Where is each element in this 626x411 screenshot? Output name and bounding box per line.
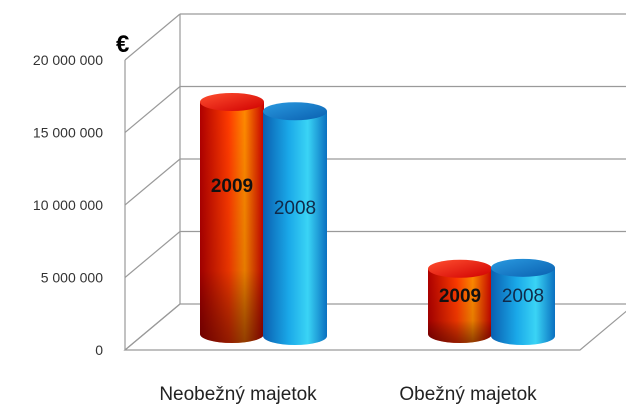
bar-label: 2008 bbox=[502, 286, 544, 307]
bar-shade bbox=[428, 268, 492, 343]
x-category-label: Obežný majetok bbox=[399, 384, 537, 405]
bar-2009-1: 2009 bbox=[428, 259, 492, 343]
bars: 2009 2008 2009 2008 bbox=[200, 93, 555, 345]
unit-label: € bbox=[116, 31, 129, 58]
gridline bbox=[124, 303, 181, 351]
bar-body bbox=[491, 267, 555, 345]
bar-2008-0: 2008 bbox=[263, 102, 327, 345]
bar-top bbox=[491, 258, 555, 277]
gridline bbox=[124, 13, 626, 61]
bar-2008-1: 2008 bbox=[491, 258, 555, 345]
x-axis: Neobežný majetok Obežný majetok bbox=[159, 384, 537, 405]
y-tick-label: 20 000 000 bbox=[33, 52, 103, 68]
bar-top bbox=[200, 93, 264, 111]
bar-label: 2009 bbox=[439, 286, 481, 307]
bar-label: 2008 bbox=[274, 198, 316, 219]
bar-top bbox=[263, 102, 327, 121]
bar-body bbox=[263, 111, 327, 345]
bar-top bbox=[428, 259, 492, 278]
y-tick-label: 0 bbox=[95, 342, 103, 358]
y-tick-label: 10 000 000 bbox=[33, 197, 103, 213]
x-category-label: Neobežný majetok bbox=[159, 384, 317, 405]
bar-shade bbox=[200, 102, 264, 343]
bar-label: 2009 bbox=[211, 176, 253, 197]
y-tick-label: 5 000 000 bbox=[41, 270, 103, 286]
plot-walls bbox=[123, 13, 626, 351]
y-axis: 0 5 000 000 10 000 000 15 000 000 20 000 000 bbox=[33, 52, 103, 358]
gridline bbox=[124, 85, 626, 133]
y-tick-label: 15 000 000 bbox=[33, 125, 103, 141]
bar-2009-0: 2009 bbox=[200, 93, 264, 343]
